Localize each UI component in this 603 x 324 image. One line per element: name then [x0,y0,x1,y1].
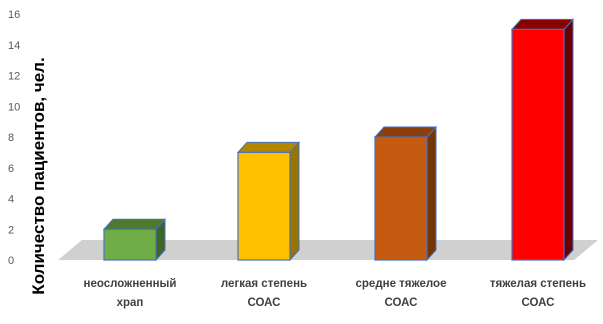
y-tick-label: 12 [8,71,20,83]
x-tick-label: средне тяжелое [356,278,447,290]
x-tick-label: СОАС [521,297,554,309]
bar-side [426,125,437,262]
x-tick-label: СОАС [384,297,417,309]
bar-front [103,228,157,261]
y-tick-label: 0 [8,255,14,267]
bar-front [237,151,291,261]
x-tick-label: легкая степень [221,278,307,290]
bars [102,18,575,262]
bar [510,18,575,262]
x-axis-labels: неосложненный храп легкая степень СОАС средн… [84,278,587,309]
bar-side [563,18,574,262]
bar-front [374,136,428,261]
y-tick-label: 16 [8,9,20,21]
x-tick-label: тяжелая степень [490,278,586,290]
y-tick-label: 4 [8,194,14,206]
chart-floor [58,240,598,260]
bar [102,217,167,262]
bar-top [510,18,575,30]
bar-top [236,141,301,153]
y-tick-label: 10 [8,101,20,113]
x-tick-label: храп [117,297,144,309]
y-axis-ticks: 0 2 4 6 8 10 12 14 16 [8,9,20,267]
y-axis-title: Количество пациентов, чел. [29,57,48,294]
y-tick-label: 2 [8,224,14,236]
bar [373,125,438,262]
bar-side [289,141,300,262]
bar-top [373,126,438,138]
bar-top [102,218,167,230]
y-tick-label: 14 [8,40,20,52]
y-tick-label: 6 [8,163,14,175]
bar [236,141,301,262]
x-tick-label: неосложненный [84,278,177,290]
x-tick-label: СОАС [247,297,280,309]
y-tick-label: 8 [8,132,14,144]
bar-front [511,28,565,261]
